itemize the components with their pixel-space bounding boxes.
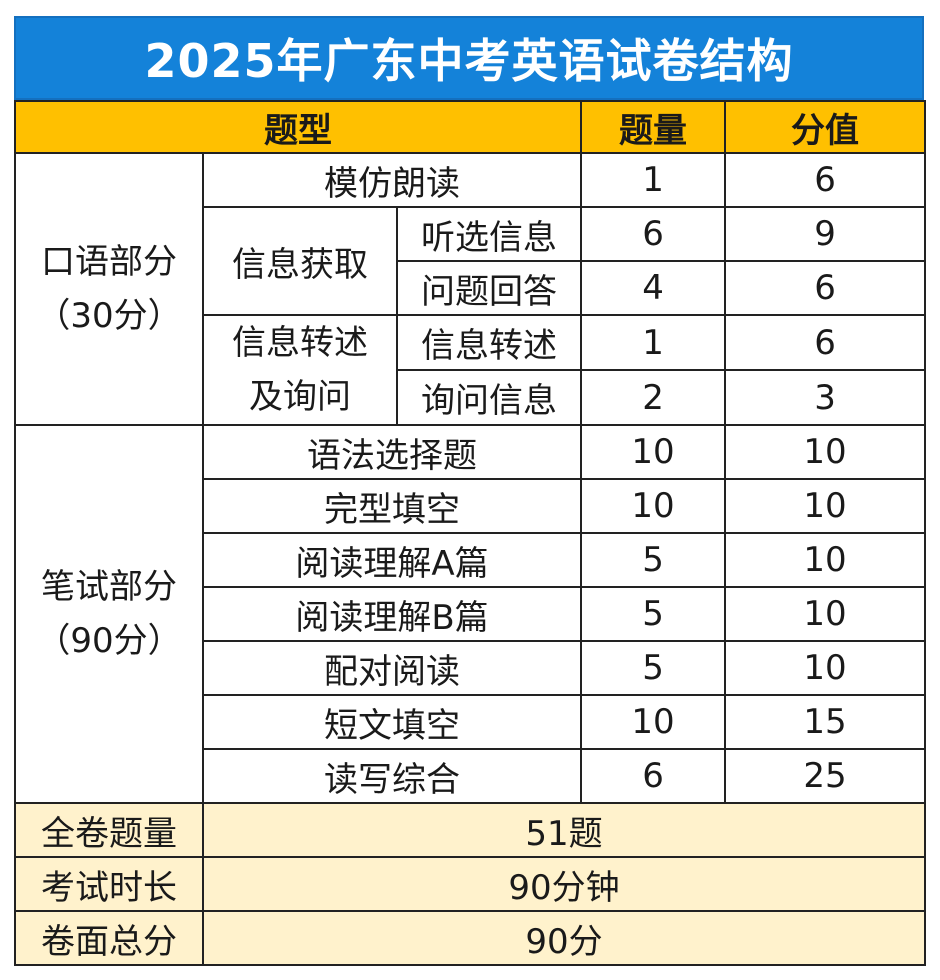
summary-row-duration: 考试时长 90分钟 [14, 856, 927, 912]
item-name: 信息转述 [395, 314, 583, 371]
table-row: 配对阅读 5 10 [15, 640, 927, 696]
page-title: 2025年广东中考英语试卷结构 [14, 16, 924, 100]
item-count: 4 [580, 260, 727, 316]
table-row: 完型填空 10 10 [15, 478, 927, 534]
table-row: 阅读理解B篇 5 10 [15, 586, 927, 642]
item-count: 10 [580, 478, 727, 534]
header-type: 题型 [13, 100, 583, 154]
item-count: 5 [580, 532, 727, 588]
summary-label: 考试时长 [14, 856, 204, 912]
header-row: 题型 题量 分值 [13, 100, 927, 154]
header-score: 分值 [724, 100, 927, 154]
item-score: 10 [724, 478, 927, 534]
summary-row-total-questions: 全卷题量 51题 [14, 802, 927, 858]
item-count: 1 [580, 152, 727, 208]
item-score: 10 [724, 586, 927, 642]
item-name: 语法选择题 [201, 424, 583, 480]
group-info-get: 信息获取 [202, 206, 398, 316]
table-row: 问题回答 4 6 [15, 260, 927, 316]
table-row: 信息转述 及询问 信息转述 1 6 [15, 314, 927, 426]
section-oral: 口语部分 （30分） [14, 152, 204, 426]
item-name: 读写综合 [201, 748, 583, 804]
item-name: 短文填空 [201, 694, 583, 750]
table-row: 口语部分 （30分） 模仿朗读 1 6 [14, 152, 927, 426]
summary-row-total-score: 卷面总分 90分 [14, 910, 927, 966]
item-score: 10 [724, 424, 927, 480]
table-row: 阅读理解A篇 5 10 [15, 532, 927, 588]
header-count: 题量 [580, 100, 727, 154]
item-count: 10 [580, 424, 727, 480]
summary-label: 卷面总分 [14, 910, 204, 966]
structure-table: 题型 题量 分值 口语部分 （30分） 模仿朗读 1 6 信息获取 听选信息 6… [13, 100, 927, 966]
item-name: 阅读理解A篇 [201, 532, 583, 588]
summary-label: 全卷题量 [14, 802, 204, 858]
item-score: 10 [724, 532, 927, 588]
item-count: 5 [580, 586, 727, 642]
table-row: 读写综合 6 25 [15, 748, 927, 804]
item-count: 5 [580, 640, 727, 696]
item-score: 25 [724, 748, 927, 804]
summary-value: 90分 [201, 910, 927, 966]
item-score: 3 [724, 369, 927, 426]
table-row: 笔试部分 （90分） 语法选择题 10 10 [14, 424, 927, 804]
table-row: 信息获取 听选信息 6 9 [15, 206, 927, 316]
item-name: 问题回答 [395, 260, 583, 316]
item-name: 听选信息 [395, 206, 583, 262]
item-score: 6 [724, 314, 927, 371]
section-written: 笔试部分 （90分） [14, 424, 204, 804]
table-row: 短文填空 10 15 [15, 694, 927, 750]
item-count: 6 [580, 748, 727, 804]
item-name: 模仿朗读 [201, 152, 583, 208]
item-count: 1 [580, 314, 727, 371]
item-count: 6 [580, 206, 727, 262]
summary-value: 51题 [201, 802, 927, 858]
exam-structure-card: 2025年广东中考英语试卷结构 题型 题量 分值 口语部分 （30分） 模仿朗读… [13, 16, 927, 966]
table-row: 询问信息 2 3 [15, 369, 927, 426]
item-score: 10 [724, 640, 927, 696]
item-count: 10 [580, 694, 727, 750]
summary-value: 90分钟 [201, 856, 927, 912]
item-name: 配对阅读 [201, 640, 583, 696]
group-info-relay: 信息转述 及询问 [202, 314, 398, 426]
item-score: 15 [724, 694, 927, 750]
item-score: 6 [724, 260, 927, 316]
item-score: 6 [724, 152, 927, 208]
item-name: 完型填空 [201, 478, 583, 534]
item-score: 9 [724, 206, 927, 262]
item-name: 询问信息 [395, 369, 583, 426]
item-count: 2 [580, 369, 727, 426]
item-name: 阅读理解B篇 [201, 586, 583, 642]
